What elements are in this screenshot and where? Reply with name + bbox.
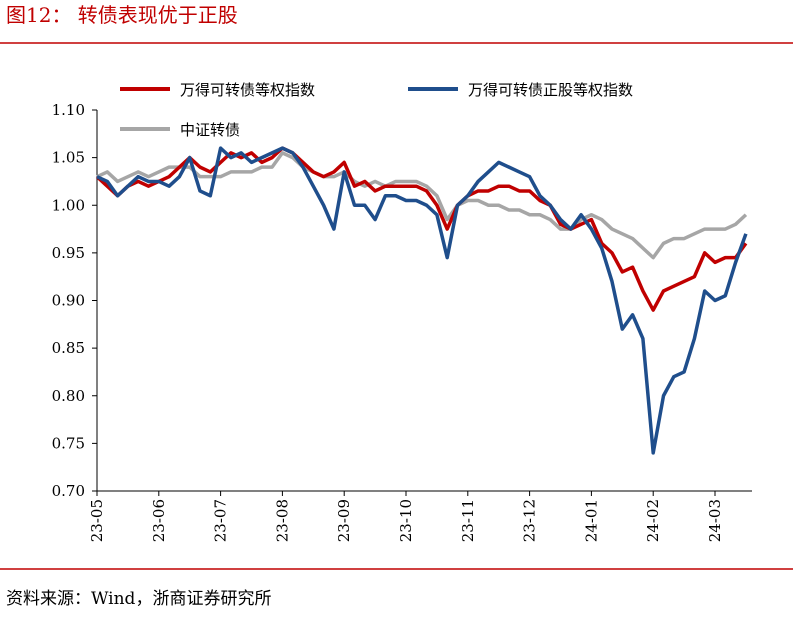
series-line [96,146,748,455]
y-tick-label: 0.80 [52,387,85,405]
y-tick-label: 0.95 [52,244,85,262]
series-line [96,151,748,260]
x-tick-label: 23-09 [335,499,353,542]
x-tick-label: 24-02 [644,499,662,542]
x-tick-label: 23-05 [88,499,106,542]
source-note: 资料来源：Wind，浙商证券研究所 [6,589,271,609]
x-tick-label: 23-10 [397,499,415,542]
x-tick-label: 23-07 [212,499,230,542]
x-tick-label: 23-11 [459,499,477,542]
y-tick-label: 0.85 [52,339,85,357]
legend-label: 中证转债 [180,121,240,139]
y-tick-label: 1.05 [52,149,85,167]
legend-label: 万得可转债正股等权指数 [468,81,633,99]
y-tick-label: 1.10 [52,101,85,119]
y-tick-label: 0.90 [52,292,85,310]
x-tick-label: 24-03 [706,499,724,542]
x-tick-label: 23-08 [273,499,291,542]
x-tick-label: 23-12 [521,499,539,542]
x-tick-label: 23-06 [150,499,168,542]
y-tick-label: 0.75 [52,434,85,452]
y-tick-label: 0.70 [52,482,85,500]
x-tick-label: 24-01 [582,499,600,542]
y-tick-label: 1.00 [52,196,85,214]
series-line [95,146,748,312]
legend-label: 万得可转债等权指数 [180,81,315,99]
chart-title: 图12： 转债表现优于正股 [6,3,238,27]
